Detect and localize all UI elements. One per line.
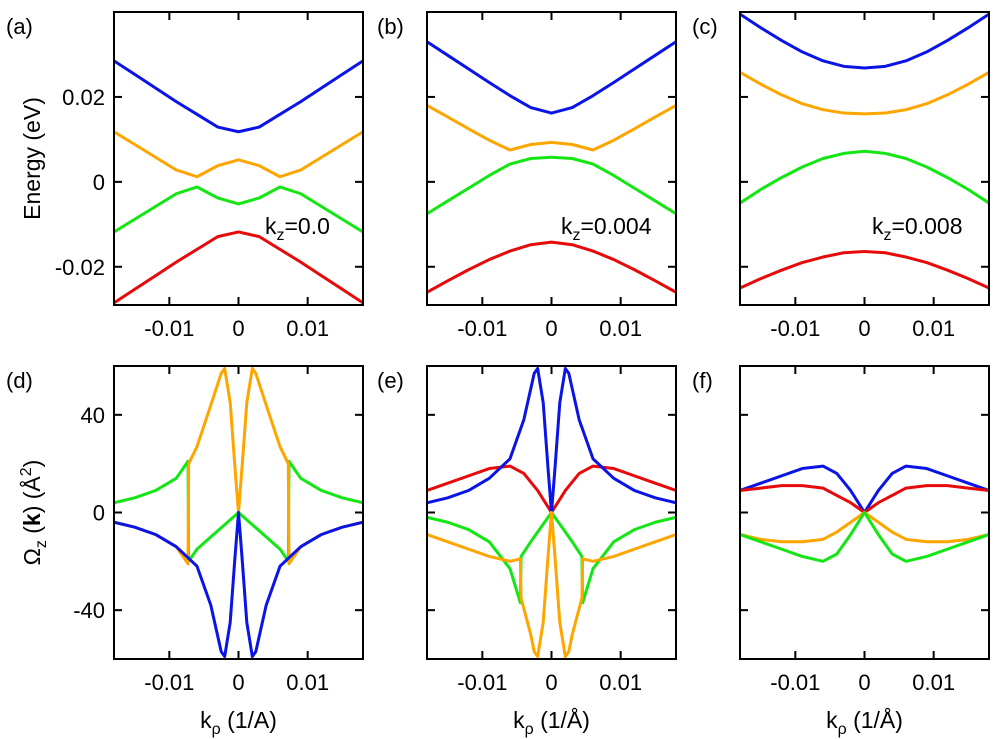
x-tick-label: -0.01 [144, 670, 194, 695]
plot-frame [739, 11, 990, 306]
y-axis-title: Ωz (k) (Å2) [18, 460, 50, 566]
panel-label: (f) [692, 368, 713, 393]
x-tick-label: 0.01 [912, 316, 955, 341]
series-line-orange [740, 511, 989, 544]
series-line-blue [114, 511, 363, 659]
panel-e: -0.01 0 0.01 (e) kρ (1/Å) [377, 365, 677, 738]
series-line-orange [427, 511, 676, 659]
x-tick-label: 0.01 [912, 670, 955, 695]
x-tick-label: -0.01 [770, 670, 820, 695]
y-tick-label: 0.02 [62, 85, 105, 110]
x-tick-label: 0 [545, 316, 557, 341]
series-line-green [427, 155, 676, 216]
kz-annotation: kz=0.0 [265, 213, 330, 244]
panel-label: (b) [377, 14, 404, 39]
series-line-green [740, 149, 989, 205]
panel-c: -0.01 0 0.01 (c) kz=0.008 [692, 11, 990, 341]
x-tick-label: -0.01 [144, 316, 194, 341]
x-tick-label: 0.01 [599, 316, 642, 341]
x-tick-label: 0 [858, 670, 870, 695]
series-line-red [740, 250, 989, 290]
x-axis-title: kρ (1/Å) [826, 706, 903, 738]
panel-d: -0.01 0 0.01 -40 0 40 (d) kρ (1/A) Ωz (k) (Å2) [6, 365, 364, 738]
panel-label: (e) [377, 368, 404, 393]
y-tick-label: -40 [73, 598, 105, 623]
series-line-blue [427, 366, 676, 514]
panel-label: (d) [6, 368, 33, 393]
series-line-red [740, 484, 989, 514]
kz-annotation: kz=0.004 [561, 213, 652, 244]
y-tick-label: -0.02 [55, 255, 105, 280]
panel-b: -0.01 0 0.01 (b) kz=0.004 [377, 11, 677, 341]
x-tick-label: -0.01 [457, 670, 507, 695]
series-line-green [114, 185, 363, 234]
x-tick-label: 0.01 [286, 316, 329, 341]
x-tick-label: -0.01 [770, 316, 820, 341]
series-line-red [427, 240, 676, 294]
y-tick-label: 40 [81, 403, 105, 428]
x-tick-label: 0 [232, 670, 244, 695]
panel-a: -0.01 0 0.01 -0.02 0 0.02 (a) kz=0.0 Energy (eV) [6, 11, 364, 341]
y-tick-label: 0 [93, 170, 105, 195]
panel-label: (a) [6, 14, 33, 39]
x-tick-label: 0 [232, 316, 244, 341]
panel-label: (c) [692, 14, 718, 39]
series-line-orange [740, 70, 989, 116]
series-line-orange [114, 130, 363, 179]
series-line-blue [740, 12, 989, 70]
series-line-red [114, 230, 363, 305]
x-axis-title: kρ (1/A) [200, 707, 277, 738]
y-axis-title: Energy (eV) [19, 97, 45, 220]
series-line-blue [740, 464, 989, 514]
x-tick-label: 0 [545, 670, 557, 695]
x-axis-title: kρ (1/Å) [513, 706, 590, 738]
x-tick-label: 0 [858, 316, 870, 341]
series-line-blue [427, 40, 676, 115]
series-line-green [740, 511, 989, 563]
x-tick-label: 0.01 [286, 670, 329, 695]
kz-annotation: kz=0.008 [872, 213, 963, 244]
series-line-orange [427, 103, 676, 152]
y-tick-label: 0 [93, 501, 105, 526]
series-line-blue [114, 59, 363, 134]
panel-f: -0.01 0 0.01 (f) kρ (1/Å) [692, 365, 990, 738]
x-tick-label: -0.01 [457, 316, 507, 341]
x-tick-label: 0.01 [599, 670, 642, 695]
